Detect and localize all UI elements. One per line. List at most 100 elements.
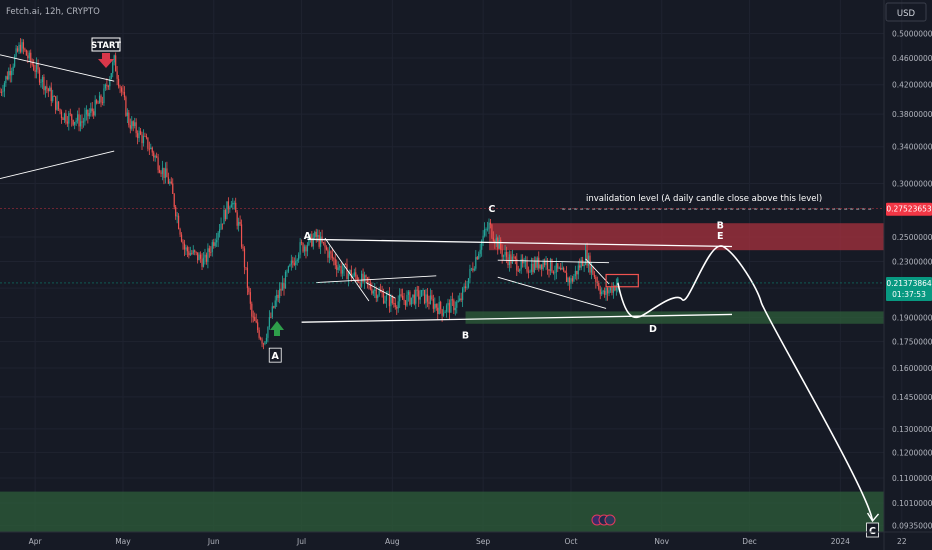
- candle-body: [53, 96, 55, 97]
- x-tick-label: Apr: [29, 537, 43, 546]
- candle-body: [235, 202, 237, 213]
- candle-body: [6, 76, 8, 80]
- x-tick-label: Jul: [296, 537, 306, 546]
- candle-body: [488, 222, 490, 229]
- candle-body: [599, 289, 601, 295]
- candle-body: [541, 264, 543, 270]
- candle-body: [145, 136, 147, 138]
- candle-body: [344, 264, 347, 265]
- candle-body: [72, 120, 74, 125]
- candle-body: [112, 62, 114, 74]
- candle-body: [139, 130, 142, 135]
- wave-channel-line: [365, 282, 396, 299]
- candle-body: [546, 260, 549, 270]
- candle-body: [18, 44, 20, 52]
- event-icons[interactable]: [591, 514, 616, 526]
- candle-body: [132, 121, 134, 126]
- candle-body: [217, 232, 219, 241]
- candle-body: [377, 295, 379, 299]
- candle-body: [85, 109, 87, 115]
- wave-label: E: [717, 231, 724, 242]
- candle-body: [41, 76, 44, 82]
- candle-body: [261, 339, 263, 344]
- candle-body: [438, 301, 440, 315]
- candle-body: [8, 71, 10, 80]
- candle-body: [265, 337, 268, 342]
- candle-body: [592, 266, 594, 275]
- candle-body: [84, 114, 86, 122]
- candle-body: [352, 275, 354, 278]
- projection-path: [617, 245, 874, 522]
- candle-body: [258, 330, 260, 338]
- candle-body: [246, 267, 249, 288]
- candle-body: [101, 102, 104, 104]
- candle-body: [340, 266, 342, 274]
- candle-body: [37, 64, 39, 70]
- candle-body: [239, 221, 241, 225]
- candle-body: [290, 260, 292, 265]
- candle-body: [365, 275, 367, 278]
- candle-body: [43, 76, 45, 91]
- candle-body: [346, 264, 348, 280]
- candle-body: [520, 259, 522, 270]
- wave-channel-line: [316, 275, 437, 284]
- candle-body: [293, 262, 295, 265]
- candle-body: [128, 112, 130, 126]
- candle-body: [479, 249, 481, 254]
- x-tick-label: May: [115, 537, 131, 546]
- candle-body: [188, 251, 190, 256]
- candle-body: [195, 251, 197, 253]
- candle-body: [138, 130, 140, 139]
- candle-body: [501, 249, 503, 257]
- invalidation-price-text: 0.27523653: [886, 205, 932, 214]
- candle-body: [358, 281, 360, 283]
- candle-body: [419, 296, 421, 300]
- candle-body: [542, 261, 544, 270]
- candle-body: [577, 265, 579, 275]
- wave-label: C: [488, 204, 495, 215]
- currency-button[interactable]: USD: [885, 2, 927, 22]
- candle-body: [28, 52, 30, 59]
- candle-body: [151, 147, 153, 153]
- x-tick-label: Aug: [385, 537, 400, 546]
- candle-body: [104, 84, 107, 89]
- candle-body: [202, 257, 205, 267]
- candle-body: [406, 294, 408, 306]
- down-arrow-icon: [98, 53, 114, 68]
- candle-body: [205, 254, 208, 262]
- candle-body: [369, 282, 371, 289]
- candle-body: [254, 316, 256, 321]
- candle-body: [57, 101, 60, 109]
- support-zone: [465, 311, 884, 324]
- candle-body: [110, 73, 112, 80]
- candle-body: [81, 121, 83, 123]
- candle-body: [79, 121, 82, 127]
- candle-body: [134, 122, 136, 126]
- candle-body: [284, 272, 287, 289]
- candle-body: [141, 134, 143, 144]
- candle-body: [295, 261, 297, 265]
- candle-body: [507, 257, 509, 266]
- candle-body: [38, 69, 41, 83]
- candle-body: [211, 242, 213, 252]
- candle-body: [347, 273, 350, 280]
- candle-body: [511, 256, 513, 264]
- wave-label-box: [268, 347, 282, 363]
- candle-body: [172, 183, 174, 194]
- candle-body: [281, 282, 284, 291]
- candle-body: [330, 251, 332, 254]
- time-axis[interactable]: Apr May Jun Jul Aug Sep Oct Nov Dec 2024 22: [0, 531, 932, 546]
- candle-body: [552, 271, 554, 274]
- candle-body: [437, 307, 439, 315]
- candle-body: [289, 264, 291, 267]
- candle-body: [327, 249, 329, 258]
- candle-body: [229, 207, 231, 210]
- candle-body: [605, 288, 607, 295]
- candle-body: [157, 157, 159, 170]
- candle-body: [194, 250, 196, 252]
